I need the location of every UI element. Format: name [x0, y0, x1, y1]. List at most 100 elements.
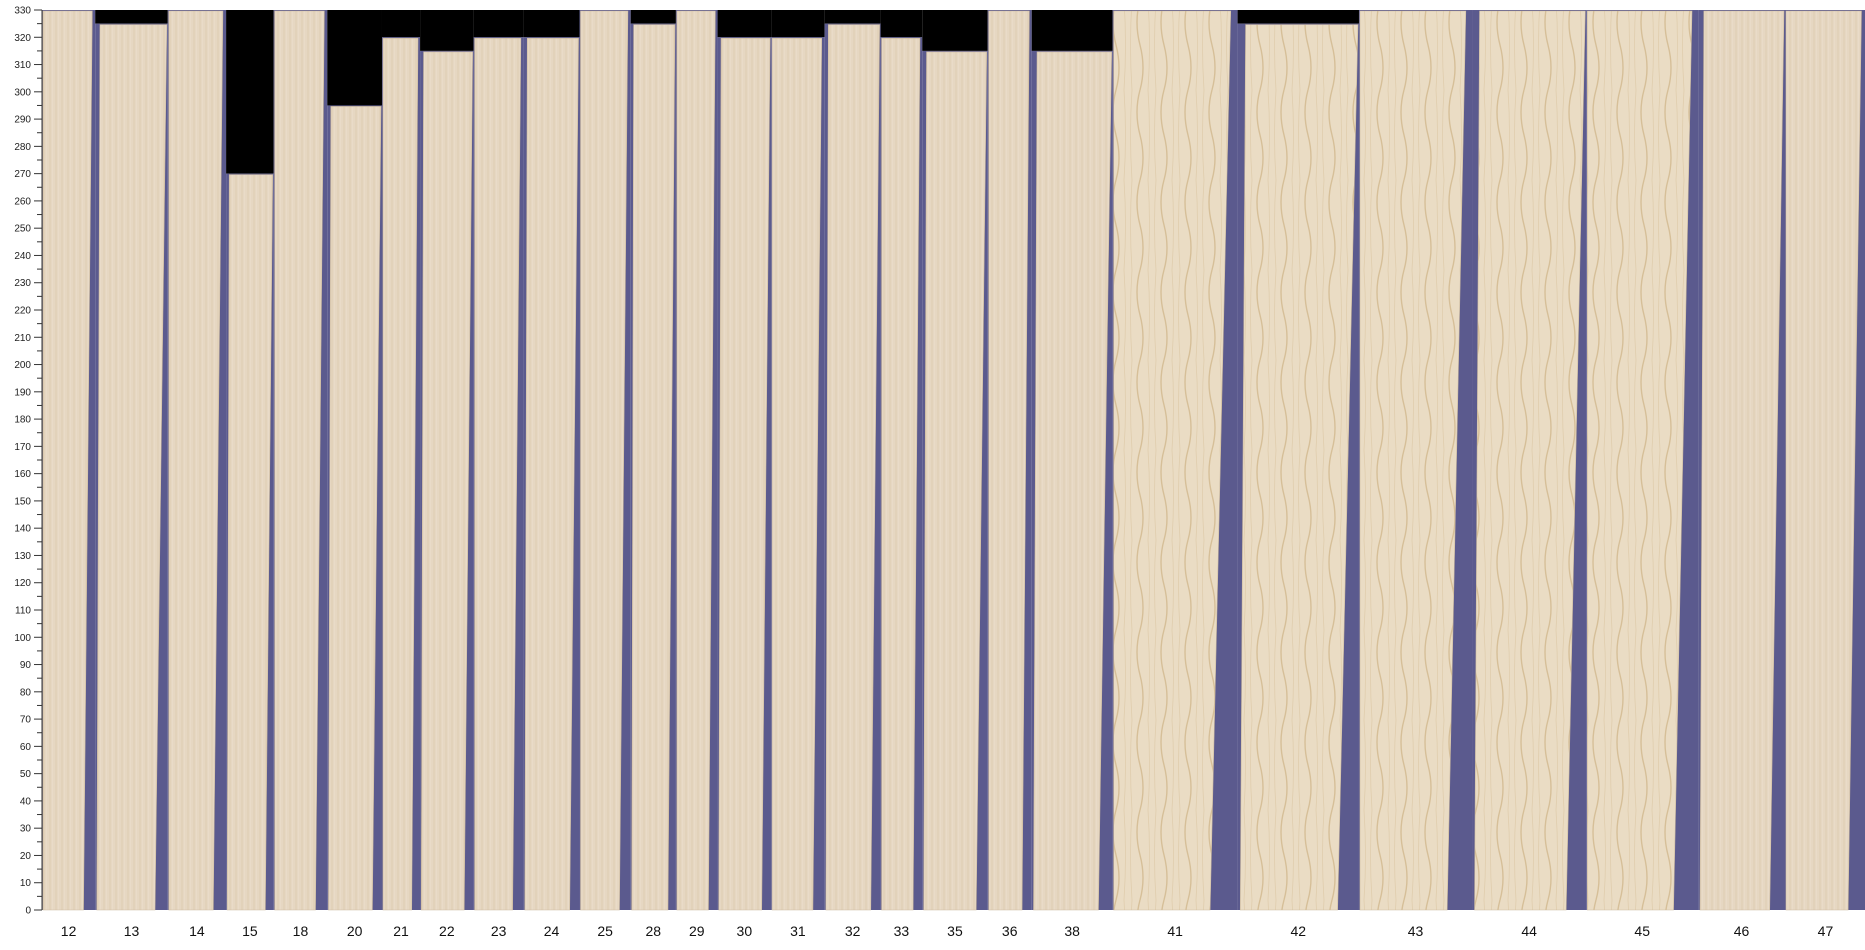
column-23 — [473, 10, 524, 911]
y-tick-label: 100 — [14, 633, 31, 644]
empty-area — [630, 10, 676, 24]
column-22 — [420, 10, 474, 911]
column-12 — [42, 10, 96, 911]
y-tick-label: 280 — [14, 142, 31, 153]
veneer-board — [420, 51, 473, 911]
y-tick-label: 60 — [20, 742, 32, 753]
column-45 — [1586, 10, 1699, 911]
y-tick-label: 20 — [20, 851, 32, 862]
y-tick-label: 50 — [20, 769, 32, 780]
x-tick-label: 42 — [1291, 923, 1307, 939]
x-tick-label: 30 — [737, 923, 753, 939]
columns — [42, 10, 1865, 911]
x-tick-label: 41 — [1167, 923, 1183, 939]
y-tick-label: 190 — [14, 387, 31, 398]
empty-area — [95, 10, 168, 24]
y-axis: 0 10 20 30 40 50 60 70 80 90 100 110 120 130 140 150 160… — [14, 6, 43, 917]
x-tick-label: 12 — [61, 923, 77, 939]
x-tick-label: 32 — [845, 923, 861, 939]
x-tick-label: 36 — [1002, 923, 1018, 939]
x-tick-label: 33 — [894, 923, 910, 939]
empty-area — [523, 10, 580, 38]
veneer-board — [881, 37, 921, 911]
y-tick-label: 0 — [25, 906, 31, 917]
veneer-board — [1474, 10, 1586, 911]
column-21 — [381, 10, 421, 911]
column-13 — [95, 10, 168, 911]
veneer-board — [1586, 10, 1693, 911]
veneer-board — [771, 37, 823, 911]
x-tick-label: 24 — [544, 923, 560, 939]
x-axis-labels: 12 13 14 15 18 20 21 22 23 24 25 28 29 30 31 32 33 35 36 38… — [61, 923, 1834, 939]
veneer-board — [168, 10, 224, 911]
empty-area — [922, 10, 988, 51]
veneer-board — [825, 24, 880, 911]
y-tick-label: 30 — [20, 824, 32, 835]
column-14 — [167, 10, 227, 911]
y-tick-label: 310 — [14, 60, 31, 71]
empty-area — [226, 10, 274, 174]
column-44 — [1472, 10, 1587, 911]
column-31 — [771, 10, 825, 911]
veneer-board — [524, 37, 579, 911]
column-20 — [327, 10, 382, 911]
empty-area — [473, 10, 524, 38]
column-30 — [717, 10, 772, 911]
empty-area — [381, 10, 421, 38]
x-tick-label: 45 — [1634, 923, 1650, 939]
y-tick-label: 250 — [14, 224, 31, 235]
column-28 — [630, 10, 676, 911]
y-tick-label: 10 — [20, 878, 32, 889]
y-tick-label: 220 — [14, 306, 31, 317]
y-tick-label: 330 — [14, 6, 31, 17]
column-43 — [1358, 10, 1473, 911]
x-tick-label: 21 — [393, 923, 409, 939]
y-tick-label: 320 — [14, 33, 31, 44]
y-tick-label: 290 — [14, 115, 31, 126]
veneer-board — [631, 24, 676, 911]
y-tick-label: 110 — [15, 606, 31, 617]
column-24 — [523, 10, 580, 911]
x-tick-label: 28 — [646, 923, 662, 939]
veneer-board — [988, 10, 1030, 911]
veneer-board — [226, 174, 274, 911]
veneer-board — [676, 10, 716, 911]
x-tick-label: 14 — [189, 923, 205, 939]
x-tick-label: 20 — [347, 923, 363, 939]
veneer-board — [1785, 10, 1862, 911]
x-tick-label: 47 — [1818, 923, 1834, 939]
empty-area — [824, 10, 881, 24]
column-36 — [987, 10, 1032, 911]
empty-area — [1237, 10, 1359, 24]
column-46 — [1698, 10, 1785, 911]
veneer-board — [328, 106, 382, 911]
column-33 — [880, 10, 923, 911]
veneer-board — [274, 10, 325, 911]
y-tick-label: 160 — [14, 469, 31, 480]
y-tick-label: 70 — [20, 715, 32, 726]
empty-area — [717, 10, 772, 38]
x-tick-label: 29 — [689, 923, 705, 939]
y-tick-label: 240 — [14, 251, 31, 262]
veneer-board — [580, 10, 629, 911]
x-tick-label: 31 — [790, 923, 806, 939]
veneer-board — [42, 10, 93, 911]
empty-area — [771, 10, 825, 38]
column-42 — [1237, 10, 1359, 911]
empty-area — [420, 10, 474, 51]
y-tick-label: 170 — [14, 442, 31, 453]
empty-area — [880, 10, 923, 38]
column-15 — [226, 10, 274, 911]
column-29 — [675, 10, 718, 911]
veneer-board — [718, 37, 771, 911]
veneer-board — [1359, 10, 1467, 911]
veneer-board — [1113, 10, 1232, 911]
x-tick-label: 25 — [597, 923, 613, 939]
empty-area — [327, 10, 382, 106]
y-tick-label: 90 — [20, 660, 32, 671]
x-tick-label: 46 — [1734, 923, 1750, 939]
column-25 — [579, 10, 631, 911]
column-47 — [1785, 10, 1865, 911]
y-tick-label: 40 — [20, 796, 32, 807]
y-tick-label: 210 — [14, 333, 31, 344]
